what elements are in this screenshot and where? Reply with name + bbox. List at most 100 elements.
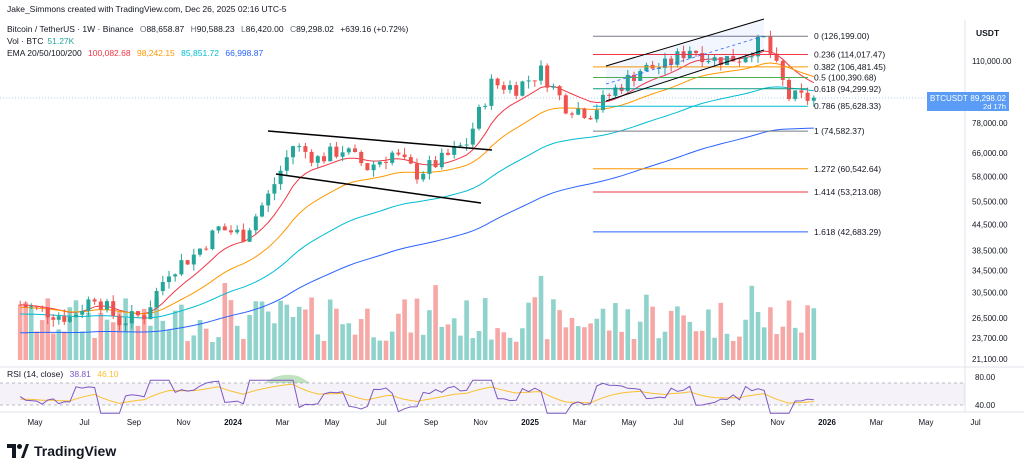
volume-bar	[811, 308, 817, 360]
rsi-value: 38.81	[69, 369, 91, 379]
fib-retracement[interactable]: 0 (126,199.00) 0.236 (114,017.47) 0.382 (1…	[593, 31, 886, 237]
volume-bar	[185, 341, 190, 360]
candle-body	[371, 164, 376, 171]
volume-bar	[749, 285, 755, 360]
volume-bar	[606, 330, 612, 360]
volume-bar	[644, 294, 649, 360]
candles	[18, 30, 816, 332]
candle-body	[167, 276, 171, 283]
candle-body	[526, 80, 531, 82]
falling-wedge-drawing[interactable]	[267, 130, 493, 204]
price-axis-label: 50,500.00	[972, 198, 1008, 207]
rsi-pane[interactable]: 80.00 40.00	[0, 373, 996, 414]
candle-body	[340, 152, 345, 157]
volume-bar	[495, 328, 500, 360]
ema100-value: 85,851.72	[181, 48, 219, 58]
rsi-axis-80: 80.00	[975, 373, 996, 382]
candle-body	[253, 216, 258, 231]
candle-body	[545, 65, 550, 88]
candle-body	[576, 108, 581, 115]
volume-bar	[334, 308, 339, 360]
time-axis-label: 2025	[521, 418, 539, 427]
volume-bar	[28, 306, 34, 360]
ohlc-change: +639.16 (+0.72%)	[340, 24, 409, 34]
candle-body	[520, 81, 525, 96]
ohlc-high: H90,588.23	[190, 24, 235, 34]
time-axis-label: Mar	[573, 418, 587, 427]
volume-bar	[594, 318, 600, 360]
candle-body	[514, 85, 519, 96]
price-axis-label: 21,100.00	[972, 355, 1008, 364]
ema-lines	[20, 50, 815, 334]
candle-body	[291, 146, 295, 158]
last-price-value: 89,298.02	[970, 94, 1006, 103]
volume-bar	[718, 302, 724, 360]
volume-bar	[179, 304, 184, 360]
volume-bar	[135, 325, 141, 360]
candle-body	[415, 163, 419, 180]
ema-line	[20, 62, 814, 315]
volume-bar	[464, 300, 469, 360]
candle-body	[439, 152, 444, 168]
symbol-legend[interactable]: Bitcoin / TetherUS · 1W · Binance O88,65…	[7, 24, 412, 35]
volume-bar	[340, 324, 345, 360]
candle-body	[427, 160, 432, 174]
ema-legend[interactable]: EMA 20/50/100/200 100,082.68 98,242.15 8…	[7, 48, 264, 58]
candle-body	[477, 106, 481, 129]
volume-bar	[575, 326, 581, 360]
volume-bar	[792, 327, 798, 360]
candle-body	[625, 74, 630, 91]
volume-bar	[172, 310, 178, 360]
candle-body	[241, 229, 246, 242]
volume-bar	[557, 310, 562, 360]
volume-bar	[799, 332, 804, 360]
volume-bar	[284, 304, 290, 360]
time-axis-label: Jul	[376, 418, 386, 427]
volume-bar	[743, 319, 748, 360]
candle-body	[365, 163, 370, 171]
fib-label: 1 (74,582.37)	[814, 126, 865, 136]
candle-body	[712, 57, 717, 61]
candle-body	[160, 282, 165, 291]
volume-legend[interactable]: Vol · BTC 51.27K	[7, 36, 75, 46]
price-axis[interactable]: 110,000.00 78,000.00 66,000.00 58,000.00 50,…	[972, 57, 1012, 364]
candle-body	[315, 156, 320, 163]
volume-bar	[613, 303, 618, 360]
symbol-title[interactable]: Bitcoin / TetherUS · 1W · Binance	[7, 24, 134, 34]
volume-bar	[154, 297, 159, 360]
volume-bar	[724, 333, 730, 360]
candle-body	[260, 205, 264, 217]
volume-bar	[780, 326, 786, 360]
candle-body	[811, 97, 816, 101]
candle-body	[198, 248, 202, 255]
volume-bar	[352, 334, 358, 360]
candle-body	[402, 154, 407, 158]
candle-body	[56, 316, 61, 320]
price-axis-label: 58,000.00	[972, 173, 1008, 182]
rising-channel-drawing[interactable]	[605, 18, 765, 102]
volume-bar	[544, 339, 550, 360]
time-axis-label: May	[324, 418, 339, 427]
candle-body	[663, 58, 667, 69]
volume-bar	[737, 336, 742, 360]
price-chart[interactable]: 0 (126,199.00) 0.236 (114,017.47) 0.382 (1…	[0, 0, 1024, 436]
ohlc-open: O88,658.87	[139, 24, 185, 34]
time-axis[interactable]: May Jul Sep Nov 2024 Mar May Jul Sep Nov 2025 Mar Ma…	[27, 418, 980, 427]
volume-bar	[501, 332, 507, 360]
candle-body	[725, 56, 729, 66]
time-axis-label: Mar	[276, 418, 290, 427]
tradingview-logo[interactable]: TradingView	[7, 443, 116, 459]
rsi-ma-value: 46.10	[97, 369, 119, 379]
fib-label: 1.414 (53,213.08)	[814, 187, 881, 197]
volume-bar	[166, 330, 172, 360]
volume-bar	[222, 282, 228, 360]
time-axis-label: May	[27, 418, 42, 427]
ema20-value: 100,082.68	[88, 48, 131, 58]
time-axis-label: May	[918, 418, 933, 427]
ohlc-low: L86,420.00	[241, 24, 284, 34]
time-axis-label: 2026	[818, 418, 836, 427]
candle-body	[359, 151, 364, 164]
rsi-legend[interactable]: RSI (14, close) 38.81 46.10	[7, 369, 119, 379]
fib-label: 1.272 (60,542.64)	[814, 164, 881, 174]
candle-body	[191, 254, 196, 265]
